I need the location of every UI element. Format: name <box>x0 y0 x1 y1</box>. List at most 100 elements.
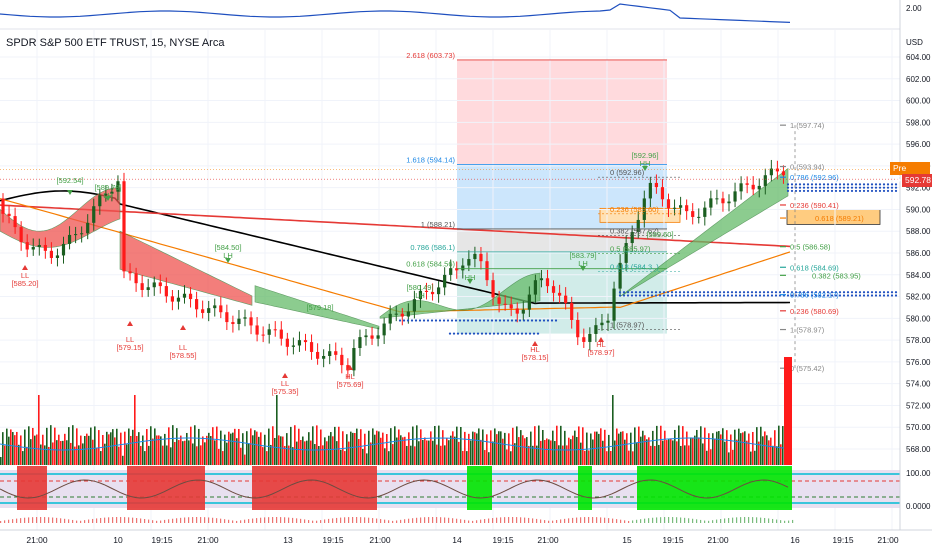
support-dots-2 <box>508 332 512 335</box>
low-marker <box>532 341 538 346</box>
support-dots-4b <box>854 186 858 189</box>
support-dots-3b <box>798 291 802 294</box>
support-dots-3b <box>622 291 626 294</box>
support-dots-4b <box>790 186 794 189</box>
support-dots-4c <box>862 183 866 186</box>
osc-histogram-bar <box>760 517 762 523</box>
support-dots-4c <box>834 183 838 186</box>
volume-bar <box>64 433 66 465</box>
osc-histogram-bar <box>40 517 42 523</box>
volume-bar <box>124 431 126 465</box>
candle-body <box>533 280 537 295</box>
volume-bar <box>682 426 684 465</box>
volume-bar <box>512 427 514 465</box>
candle-body <box>467 259 471 266</box>
osc-histogram-bar <box>720 518 722 523</box>
volume-bar <box>226 442 228 465</box>
support-dots-1 <box>458 319 462 322</box>
candle-body <box>261 334 265 336</box>
fib-zone-gray <box>457 228 667 252</box>
candle-body <box>158 282 162 287</box>
osc-histogram-bar <box>432 517 434 523</box>
volume-bar <box>200 445 202 465</box>
candle-body <box>37 245 41 248</box>
candle-body <box>334 351 338 355</box>
osc-histogram-bar <box>120 517 122 523</box>
support-dots-4 <box>810 189 814 193</box>
symbol-title[interactable]: SPDR S&P 500 ETF TRUST, 15, NYSE Arca <box>6 37 225 49</box>
osc-line <box>0 479 789 499</box>
price-tick-label: 602.00 <box>906 75 931 84</box>
candle-body <box>86 222 90 234</box>
time-tick-label: 19:15 <box>322 535 344 545</box>
volume-bar <box>314 444 316 465</box>
volume-bar <box>468 433 470 465</box>
support-dots-3b <box>714 291 718 294</box>
swing-annotation: [589.60] <box>646 230 673 239</box>
support-dots-3b <box>710 291 714 294</box>
candle-body <box>406 311 410 317</box>
volume-bar <box>184 440 186 465</box>
volume-bar <box>318 446 320 465</box>
support-dots-4 <box>822 189 826 193</box>
support-dots-3b <box>822 291 826 294</box>
support-dots-3b <box>650 291 654 294</box>
support-dots-4b <box>798 186 802 189</box>
volume-bar <box>514 443 516 465</box>
support-dots-3 <box>850 294 854 297</box>
volume-bar <box>72 425 74 465</box>
volume-bar <box>688 445 690 465</box>
support-dots-3 <box>702 294 706 297</box>
volume-bar <box>776 446 778 465</box>
osc-histogram-bar <box>224 519 226 523</box>
volume-bar <box>386 434 388 465</box>
volume-bar <box>134 395 136 465</box>
volume-bar <box>668 439 670 465</box>
volume-bar <box>430 431 432 465</box>
volume-bar <box>582 427 584 465</box>
osc-histogram-bar <box>568 518 570 523</box>
candle-body <box>116 181 120 192</box>
volume-bar <box>172 425 174 465</box>
support-dots-4b <box>818 186 822 189</box>
osc-histogram-bar <box>136 518 138 523</box>
support-dots-1 <box>502 319 506 322</box>
volume-bar <box>662 440 664 465</box>
support-dots-4b <box>806 186 810 189</box>
support-dots-4 <box>890 189 894 193</box>
volume-bar <box>350 431 352 465</box>
support-dots-4 <box>846 189 850 193</box>
volume-bar <box>316 425 318 465</box>
osc-green-zone <box>637 466 792 510</box>
support-dots-3 <box>626 294 630 297</box>
volume-bar <box>190 426 192 465</box>
volume-bar <box>78 445 80 465</box>
candle-body <box>636 219 640 233</box>
candle-body <box>781 171 786 176</box>
candle-body <box>267 329 271 335</box>
swing-annotation: [589.78] <box>94 183 121 192</box>
osc-histogram-bar <box>308 520 310 523</box>
support-dots-3 <box>698 294 702 297</box>
support-dots-1 <box>530 319 534 322</box>
volume-bar <box>234 428 236 465</box>
candle-body <box>769 168 773 176</box>
osc-histogram-bar <box>284 517 286 523</box>
osc-histogram-bar <box>212 517 214 523</box>
price-tick-label: 590.00 <box>906 205 931 214</box>
volume-bar <box>258 436 260 465</box>
osc-histogram-bar <box>160 520 162 523</box>
support-dots-3b <box>766 291 770 294</box>
volume-bar <box>8 436 10 465</box>
candle-body <box>666 199 671 209</box>
support-dots-1 <box>470 319 474 322</box>
volume-bar <box>28 426 30 465</box>
osc-histogram-bar <box>180 517 182 523</box>
candle-body <box>400 313 404 317</box>
volume-bar <box>18 444 20 465</box>
support-dots-1 <box>478 319 482 322</box>
volume-bar <box>312 426 314 465</box>
osc-histogram-bar <box>600 517 602 523</box>
